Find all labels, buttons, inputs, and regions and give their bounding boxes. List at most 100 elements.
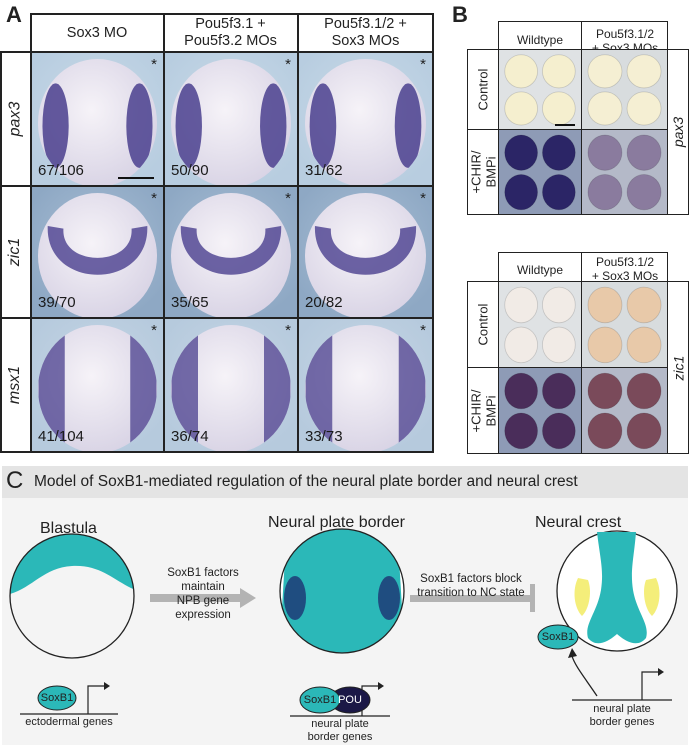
grid-line bbox=[667, 252, 668, 454]
row-label-pax3: pax3 bbox=[6, 101, 24, 137]
soxb1-protein-1: SoxB1 bbox=[40, 692, 74, 704]
grid-line bbox=[688, 49, 689, 215]
grid-line bbox=[467, 281, 468, 454]
asterisk-marker: * bbox=[285, 190, 291, 207]
grid-line bbox=[581, 21, 582, 215]
b1-row-control: Control bbox=[475, 68, 491, 110]
arrow-maintain bbox=[150, 588, 256, 608]
grid-line bbox=[581, 252, 582, 454]
grid-line bbox=[467, 367, 668, 368]
panel-b-image-zic1-1-2 bbox=[582, 282, 667, 367]
grid-line bbox=[498, 21, 499, 215]
soxb1-protein-3: SoxB1 bbox=[541, 631, 575, 643]
asterisk-marker: * bbox=[420, 56, 426, 73]
grid-line bbox=[688, 281, 689, 454]
blastula-embryo bbox=[9, 533, 135, 659]
b2-col-pou5f3-sox3: Pou5f3.1/2 + Sox3 MOs bbox=[591, 255, 659, 283]
embryo-count: 31/62 bbox=[305, 162, 343, 179]
embryo-count: 39/70 bbox=[38, 294, 76, 311]
b1-col-wildtype: Wildtype bbox=[516, 33, 563, 47]
grid-line bbox=[667, 21, 668, 215]
grid-line bbox=[498, 21, 668, 22]
panel-c-label: C bbox=[6, 467, 24, 494]
asterisk-marker: * bbox=[420, 190, 426, 207]
grid-line bbox=[467, 49, 468, 215]
grid-line bbox=[297, 13, 299, 453]
panel-b-image-pax3-2-1 bbox=[499, 130, 581, 214]
panel-b-image-pax3-1-2 bbox=[582, 50, 667, 129]
b1-row-chir-bmpi: +CHIR/ BMPi bbox=[468, 150, 499, 194]
grid-line bbox=[467, 214, 689, 215]
arrow-block bbox=[410, 595, 530, 602]
embryo-image-pax3-1: 67/106 * bbox=[32, 53, 163, 185]
embryo-image-zic1-2: 35/65 * bbox=[165, 187, 297, 317]
grid-line bbox=[0, 51, 434, 53]
embryo-image-msx1-2: 36/74 * bbox=[165, 319, 297, 451]
col-header-pou5f3-mos: Pou5f3.1 + Pou5f3.2 MOs bbox=[184, 16, 277, 49]
embryo-count: 35/65 bbox=[171, 294, 209, 311]
embryo-image-zic1-1: 39/70 * bbox=[32, 187, 163, 317]
embryo-count: 67/106 bbox=[38, 162, 84, 179]
row-label-zic1: zic1 bbox=[6, 237, 24, 267]
embryo-count: 20/82 bbox=[305, 294, 343, 311]
embryo-count: 36/74 bbox=[171, 428, 209, 445]
panel-b-label: B bbox=[452, 2, 468, 27]
stage-neural-plate-border: Neural plate border bbox=[268, 514, 405, 531]
grid-line bbox=[467, 129, 668, 130]
b2-gene-zic1: zic1 bbox=[670, 355, 686, 381]
row-label-msx1: msx1 bbox=[6, 365, 24, 405]
grid-line bbox=[163, 13, 165, 453]
arrow1-text: SoxB1 factors maintain NPB gene expressi… bbox=[167, 567, 239, 621]
arrow2-text: SoxB1 factors block transition to NC sta… bbox=[417, 573, 525, 599]
embryo-count: 33/73 bbox=[305, 428, 343, 445]
grid-line bbox=[30, 13, 434, 15]
genes-npb-2: neural plate border genes bbox=[589, 703, 655, 728]
asterisk-marker: * bbox=[285, 56, 291, 73]
grid-line bbox=[467, 49, 689, 50]
b2-row-chir-bmpi: +CHIR/ BMPi bbox=[468, 389, 499, 432]
panel-b-image-zic1-2-1 bbox=[499, 368, 581, 453]
grid-line bbox=[30, 13, 32, 453]
panel-b-image-zic1-2-2 bbox=[582, 368, 667, 453]
embryo-count: 41/104 bbox=[38, 428, 84, 445]
panel-b-image-zic1-1-1 bbox=[499, 282, 581, 367]
panel-c-title: Model of SoxB1-mediated regulation of th… bbox=[34, 473, 578, 490]
pou-protein: POU bbox=[338, 694, 362, 706]
genes-ectodermal: ectodermal genes bbox=[25, 716, 113, 728]
asterisk-marker: * bbox=[285, 322, 291, 339]
stage-blastula: Blastula bbox=[40, 520, 97, 537]
grid-line bbox=[0, 451, 434, 453]
b1-gene-pax3: pax3 bbox=[670, 116, 687, 148]
grid-line bbox=[467, 281, 689, 282]
grid-line bbox=[0, 51, 2, 453]
grid-line bbox=[0, 185, 434, 187]
npb-embryo bbox=[279, 528, 405, 654]
panel-c-title-bar bbox=[2, 466, 688, 498]
scale-bar bbox=[118, 177, 154, 179]
panel-a-label: A bbox=[6, 2, 22, 27]
asterisk-marker: * bbox=[151, 56, 157, 73]
grid-line bbox=[498, 252, 668, 253]
scale-bar bbox=[555, 124, 575, 126]
grid-line bbox=[432, 13, 434, 453]
embryo-count: 50/90 bbox=[171, 162, 209, 179]
asterisk-marker: * bbox=[151, 322, 157, 339]
grid-line bbox=[467, 453, 689, 454]
embryo-image-msx1-3: 33/73 * bbox=[299, 319, 432, 451]
b2-col-wildtype: Wildtype bbox=[516, 263, 563, 277]
grid-line bbox=[498, 252, 499, 454]
embryo-image-msx1-1: 41/104 * bbox=[32, 319, 163, 451]
asterisk-marker: * bbox=[420, 322, 426, 339]
embryo-image-pax3-2: 50/90 * bbox=[165, 53, 297, 185]
panel-b-image-pax3-1-1 bbox=[499, 50, 581, 129]
col-header-pou5f3-sox3-mos: Pou5f3.1/2 + Sox3 MOs bbox=[324, 16, 407, 49]
genes-npb-1: neural plate border genes bbox=[307, 718, 373, 743]
panel-b-image-pax3-2-2 bbox=[582, 130, 667, 214]
model-diagram bbox=[9, 528, 678, 717]
grid-line bbox=[0, 317, 434, 319]
embryo-image-pax3-3: 31/62 * bbox=[299, 53, 432, 185]
neural-crest-embryo bbox=[556, 530, 678, 652]
stage-neural-crest: Neural crest bbox=[535, 514, 622, 531]
embryo-image-zic1-3: 20/82 * bbox=[299, 187, 432, 317]
asterisk-marker: * bbox=[151, 190, 157, 207]
